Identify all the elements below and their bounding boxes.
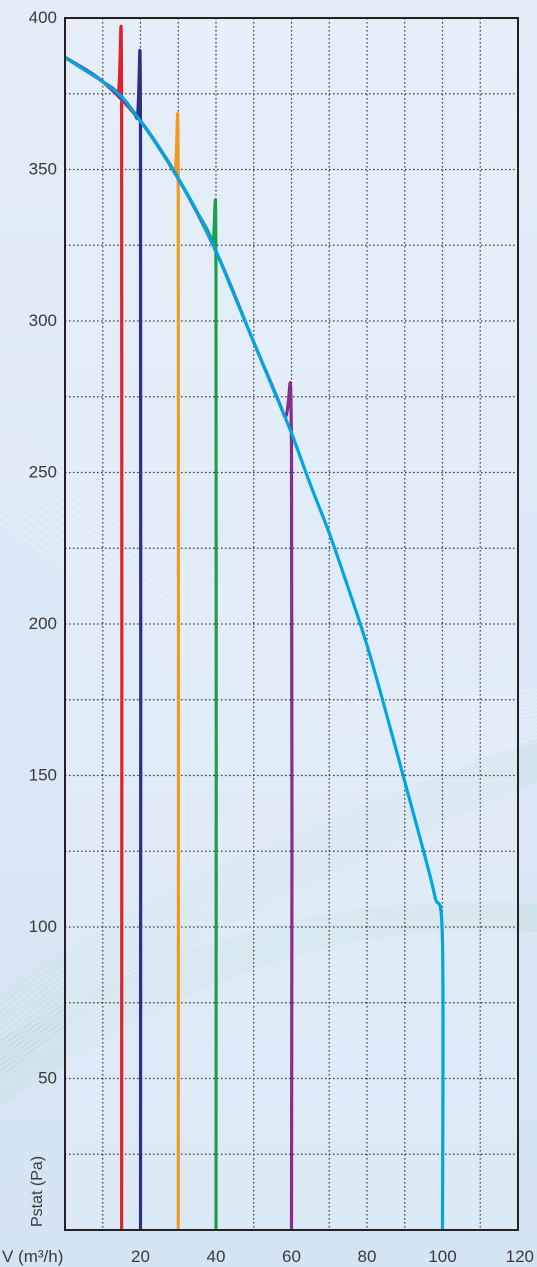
plot-frame [64, 17, 519, 1231]
decor-wave [0, 483, 537, 731]
y-tick-label: 400 [29, 8, 57, 27]
x-axis-label: V (m³/h) [2, 1247, 63, 1266]
y-tick-label: 50 [38, 1069, 57, 1088]
y-tick-label: 300 [29, 311, 57, 330]
y-tick-labels: 50 100 150 200 250 300 350 400 [29, 8, 57, 1088]
decor-wave [0, 926, 537, 1101]
decor-wave [0, 451, 537, 712]
x-tick-label: 60 [282, 1247, 301, 1266]
y-axis-label: Pstat (Pa) [29, 1156, 46, 1227]
x-tick-label: 80 [358, 1247, 377, 1266]
y-tick-label: 150 [29, 766, 57, 785]
series-line-cyan [64, 56, 445, 1231]
decor-wave [0, 924, 537, 1096]
decor-wave [0, 919, 537, 1086]
decor-wave [0, 922, 537, 1091]
x-tick-label: 100 [428, 1247, 456, 1266]
decor-wave [0, 909, 537, 1061]
y-tick-label: 100 [29, 917, 57, 936]
decor-wave [0, 419, 537, 694]
decor-wave [0, 903, 537, 1046]
x-tick-label: 20 [131, 1247, 150, 1266]
decor-wave [0, 491, 537, 735]
decor-wave [0, 905, 537, 1051]
decor-wave [0, 917, 537, 1081]
decor-wave [0, 475, 537, 726]
decor-wave [0, 913, 537, 1071]
x-tick-labels: 20 40 60 80 100 120 [131, 1247, 534, 1266]
decor-wave [0, 523, 537, 754]
series-group [64, 24, 445, 1231]
x-tick-label: 40 [207, 1247, 226, 1266]
y-tick-label: 350 [29, 160, 57, 179]
decor-wave [0, 459, 537, 717]
y-tick-label: 200 [29, 614, 57, 633]
x-tick-label: 120 [506, 1247, 534, 1266]
decor-wave [0, 901, 537, 1041]
y-tick-label: 250 [29, 463, 57, 482]
decor-wave [0, 515, 537, 749]
decor-wave [0, 443, 537, 708]
decor-wave [0, 911, 537, 1066]
decor-wave [0, 915, 537, 1076]
decor-wave [0, 928, 537, 1106]
decor-wave [0, 907, 537, 1056]
